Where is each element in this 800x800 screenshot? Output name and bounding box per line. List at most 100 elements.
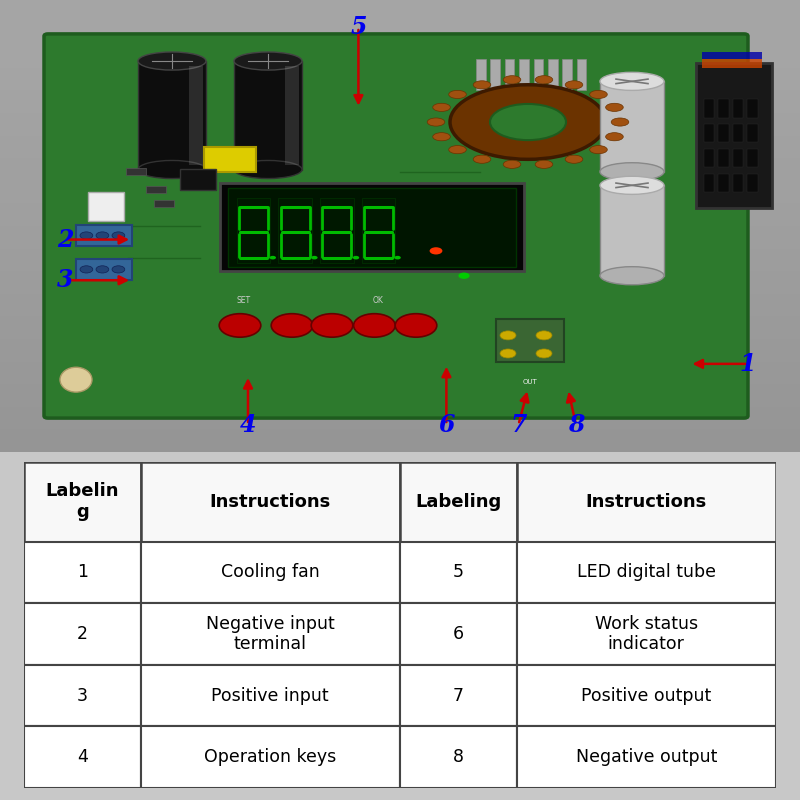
Ellipse shape xyxy=(449,90,466,98)
Text: Operation keys: Operation keys xyxy=(204,748,337,766)
Bar xyxy=(0,271,800,294)
Bar xyxy=(490,58,500,90)
Bar xyxy=(220,183,524,271)
Text: Negative input
terminal: Negative input terminal xyxy=(206,614,334,654)
Bar xyxy=(718,149,729,167)
Text: 3: 3 xyxy=(58,268,74,292)
Text: 2: 2 xyxy=(77,625,88,643)
Bar xyxy=(0,203,800,226)
Bar xyxy=(76,225,132,246)
Bar xyxy=(0,158,800,181)
Bar xyxy=(24,726,141,788)
Text: 6: 6 xyxy=(438,413,454,437)
Bar xyxy=(517,726,776,788)
Bar xyxy=(718,174,729,192)
Text: 1: 1 xyxy=(77,563,88,582)
Bar xyxy=(0,430,800,452)
Bar xyxy=(400,542,517,603)
Text: 4: 4 xyxy=(77,748,88,766)
Bar xyxy=(234,61,302,170)
Bar xyxy=(733,99,743,118)
Bar xyxy=(600,82,664,172)
Ellipse shape xyxy=(138,52,206,70)
Bar xyxy=(141,462,400,542)
Bar xyxy=(0,45,800,68)
Text: 6: 6 xyxy=(453,625,464,643)
Ellipse shape xyxy=(60,367,92,392)
Bar xyxy=(138,61,206,170)
Ellipse shape xyxy=(565,155,582,163)
Ellipse shape xyxy=(503,160,521,168)
Bar xyxy=(204,147,256,172)
Bar xyxy=(400,726,517,788)
Text: SET: SET xyxy=(237,296,251,305)
Bar xyxy=(24,542,141,603)
Ellipse shape xyxy=(474,155,491,163)
Circle shape xyxy=(536,331,552,340)
Bar xyxy=(733,149,743,167)
Text: 1: 1 xyxy=(740,352,756,376)
Text: Negative output: Negative output xyxy=(575,748,717,766)
Ellipse shape xyxy=(427,118,445,126)
Ellipse shape xyxy=(503,76,521,84)
Bar xyxy=(0,316,800,339)
Circle shape xyxy=(353,256,359,259)
Bar xyxy=(0,339,800,362)
Circle shape xyxy=(80,266,93,273)
Bar xyxy=(24,462,141,542)
Ellipse shape xyxy=(433,133,450,141)
Text: LED digital tube: LED digital tube xyxy=(577,563,716,582)
Bar xyxy=(718,99,729,118)
Bar xyxy=(237,198,270,263)
Bar xyxy=(141,726,400,788)
Bar xyxy=(0,294,800,316)
Bar xyxy=(496,318,564,362)
Circle shape xyxy=(536,349,552,358)
Bar xyxy=(696,63,772,208)
Bar xyxy=(146,186,166,194)
Bar xyxy=(517,542,776,603)
Bar xyxy=(285,66,298,165)
Bar xyxy=(0,249,800,271)
Bar xyxy=(0,22,800,45)
Ellipse shape xyxy=(535,160,553,168)
Circle shape xyxy=(500,331,516,340)
Bar xyxy=(747,124,758,142)
Bar xyxy=(88,192,124,222)
Bar xyxy=(400,665,517,726)
Circle shape xyxy=(311,314,353,337)
Ellipse shape xyxy=(565,81,582,89)
Ellipse shape xyxy=(606,103,623,111)
Bar xyxy=(24,665,141,726)
Bar xyxy=(704,149,714,167)
Ellipse shape xyxy=(600,266,664,285)
Ellipse shape xyxy=(433,103,450,111)
Circle shape xyxy=(96,232,109,239)
Circle shape xyxy=(80,232,93,239)
Bar xyxy=(0,406,800,430)
Circle shape xyxy=(219,314,261,337)
Circle shape xyxy=(458,273,470,279)
Bar xyxy=(517,462,776,542)
Text: 3: 3 xyxy=(77,686,88,705)
Bar xyxy=(320,198,354,263)
Bar xyxy=(704,124,714,142)
Text: Labeling: Labeling xyxy=(415,493,502,510)
Bar xyxy=(505,58,514,90)
Bar xyxy=(517,603,776,665)
Bar xyxy=(702,52,762,58)
Ellipse shape xyxy=(606,133,623,141)
Ellipse shape xyxy=(611,118,629,126)
Bar xyxy=(562,58,572,90)
Circle shape xyxy=(395,314,437,337)
Bar xyxy=(733,174,743,192)
Bar xyxy=(704,99,714,118)
Bar xyxy=(76,258,132,280)
Ellipse shape xyxy=(450,85,606,159)
Circle shape xyxy=(112,232,125,239)
Bar xyxy=(702,58,762,68)
Bar xyxy=(0,135,800,158)
Ellipse shape xyxy=(590,90,607,98)
Ellipse shape xyxy=(535,76,553,84)
Bar xyxy=(0,181,800,203)
